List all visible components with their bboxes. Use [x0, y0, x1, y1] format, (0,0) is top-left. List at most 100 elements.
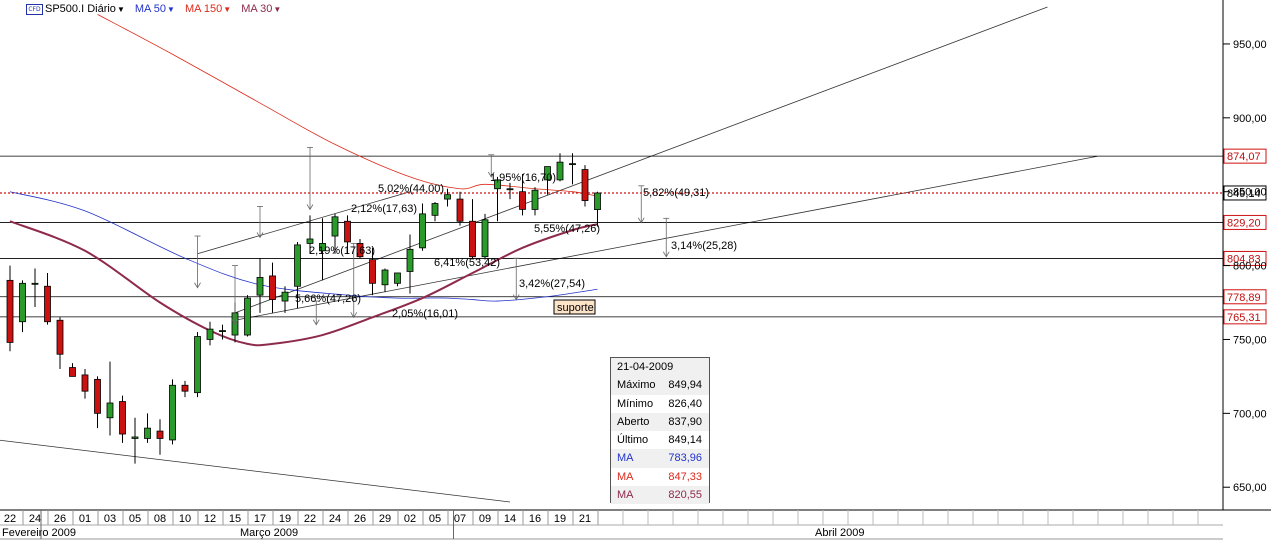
- ma30-selector[interactable]: MA 30▼: [241, 3, 281, 15]
- candle-up-body: [394, 272, 401, 284]
- data-window-value: 820,55: [668, 489, 702, 502]
- support-tag-box: [553, 299, 596, 315]
- measure-arrowhead: [637, 217, 645, 224]
- candle-up-body: [19, 282, 26, 323]
- data-window-value: 826,40: [668, 397, 702, 410]
- instrument-selector[interactable]: CFD SP500.I Diário▼: [26, 3, 125, 15]
- candle-up-body: [481, 219, 489, 258]
- price-level-label: 778,89: [1227, 292, 1261, 304]
- data-window-label: MA: [617, 452, 634, 465]
- x-tick-label: 24: [329, 513, 341, 525]
- candle-up-body: [556, 161, 564, 181]
- candle-down-body: [44, 285, 51, 323]
- candle: [519, 173, 526, 216]
- data-window-label: MA: [617, 470, 634, 483]
- candle-up-body: [294, 244, 301, 287]
- x-tick-label: 22: [4, 513, 16, 525]
- candle-up-body: [169, 384, 176, 441]
- measure-annotation: 2,19%(17,63): [309, 245, 375, 257]
- candle-down-body: [369, 259, 376, 284]
- candle: [131, 417, 139, 464]
- candle: [544, 166, 551, 195]
- candle: [144, 413, 151, 443]
- trend-line: [0, 439, 511, 503]
- x-tick-label: 26: [54, 513, 66, 525]
- data-window-row: Máximo 849,94: [611, 376, 709, 395]
- price-level-label: 765,31: [1227, 312, 1261, 324]
- data-window-date: 21-04-2009: [617, 361, 674, 373]
- candle: [306, 215, 314, 254]
- candle: [81, 369, 89, 399]
- measure-annotation: 5,66%(47,26): [295, 293, 361, 305]
- candle-up-body: [381, 269, 389, 286]
- candle-down-body: [81, 374, 89, 392]
- candle: [506, 182, 514, 200]
- candle-up-body: [131, 436, 139, 439]
- month-label: Abril 2009: [815, 527, 865, 539]
- candle-up-body: [544, 166, 551, 181]
- ma150-selector[interactable]: MA 150▼: [185, 3, 231, 15]
- price-level-tag: [1223, 309, 1267, 325]
- candle: [431, 202, 439, 222]
- candle: [119, 395, 126, 443]
- moving-averages: [9, 14, 598, 347]
- candle-down-body: [269, 275, 276, 300]
- candle-down-body: [581, 169, 589, 201]
- candle-up-body: [594, 192, 601, 210]
- candle: [194, 332, 201, 398]
- candle: [206, 321, 214, 346]
- candle-up-body: [319, 243, 326, 252]
- x-tick-label: 15: [229, 513, 241, 525]
- y-tick-label: 800,00: [1233, 261, 1267, 273]
- data-window-value: 849,94: [668, 379, 702, 392]
- data-window-row: MA 783,96: [611, 449, 709, 468]
- y-axis: 650,00 700,00 750,00 800,00 850,00 900,00 950,…: [1222, 0, 1267, 510]
- candle: [594, 191, 601, 227]
- dropdown-caret-icon[interactable]: ▼: [223, 5, 232, 14]
- dropdown-caret-icon[interactable]: ▼: [116, 5, 125, 14]
- price-level-tag: [1223, 185, 1267, 201]
- candle: [319, 218, 326, 281]
- candle: [169, 379, 176, 445]
- x-tick-label: 14: [504, 513, 516, 525]
- candle: [6, 265, 14, 352]
- candle: [69, 363, 76, 377]
- month-label: Março 2009: [240, 527, 298, 539]
- candle: [281, 286, 289, 313]
- candle: [444, 188, 451, 207]
- x-tick-label: 12: [204, 513, 216, 525]
- candle-up-body: [331, 216, 339, 237]
- data-window-label: Mínimo: [617, 397, 654, 410]
- data-window-row: Último 849,14: [611, 431, 709, 449]
- measure-annotation: 6,41%(53,42): [434, 257, 500, 269]
- candle-up-body: [406, 248, 414, 272]
- dropdown-caret-icon[interactable]: ▼: [273, 5, 282, 14]
- data-window-label: MA: [617, 489, 634, 502]
- ma150-label: MA 150: [184, 3, 223, 15]
- measure-arrowhead: [306, 204, 314, 211]
- x-tick-label: 05: [129, 513, 141, 525]
- ma50-selector[interactable]: MA 50▼: [135, 3, 175, 15]
- cfd-icon: CFD: [26, 3, 43, 15]
- dropdown-caret-icon[interactable]: ▼: [167, 5, 175, 14]
- x-tick-label: 19: [554, 513, 566, 525]
- candle-up-body: [219, 330, 226, 332]
- data-window-label: Máximo: [617, 379, 656, 392]
- data-window-value: 847,33: [668, 470, 702, 483]
- candle: [369, 247, 376, 296]
- data-window-row: Aberto 837,90: [611, 412, 709, 432]
- candle: [56, 317, 64, 370]
- x-tick-label: 21: [579, 513, 591, 525]
- ma-line: [97, 14, 598, 197]
- candle: [469, 199, 476, 259]
- price-level-label: 849,14: [1227, 188, 1261, 200]
- candle: [269, 262, 276, 313]
- candle-up-body: [444, 194, 451, 200]
- candle: [581, 165, 589, 207]
- measure-arrowhead: [194, 282, 201, 289]
- candle-down-body: [519, 191, 526, 210]
- measure-arrowhead: [231, 319, 239, 326]
- candle: [556, 153, 564, 182]
- price-level-tag: [1223, 214, 1267, 230]
- data-window-value: 837,90: [668, 415, 702, 428]
